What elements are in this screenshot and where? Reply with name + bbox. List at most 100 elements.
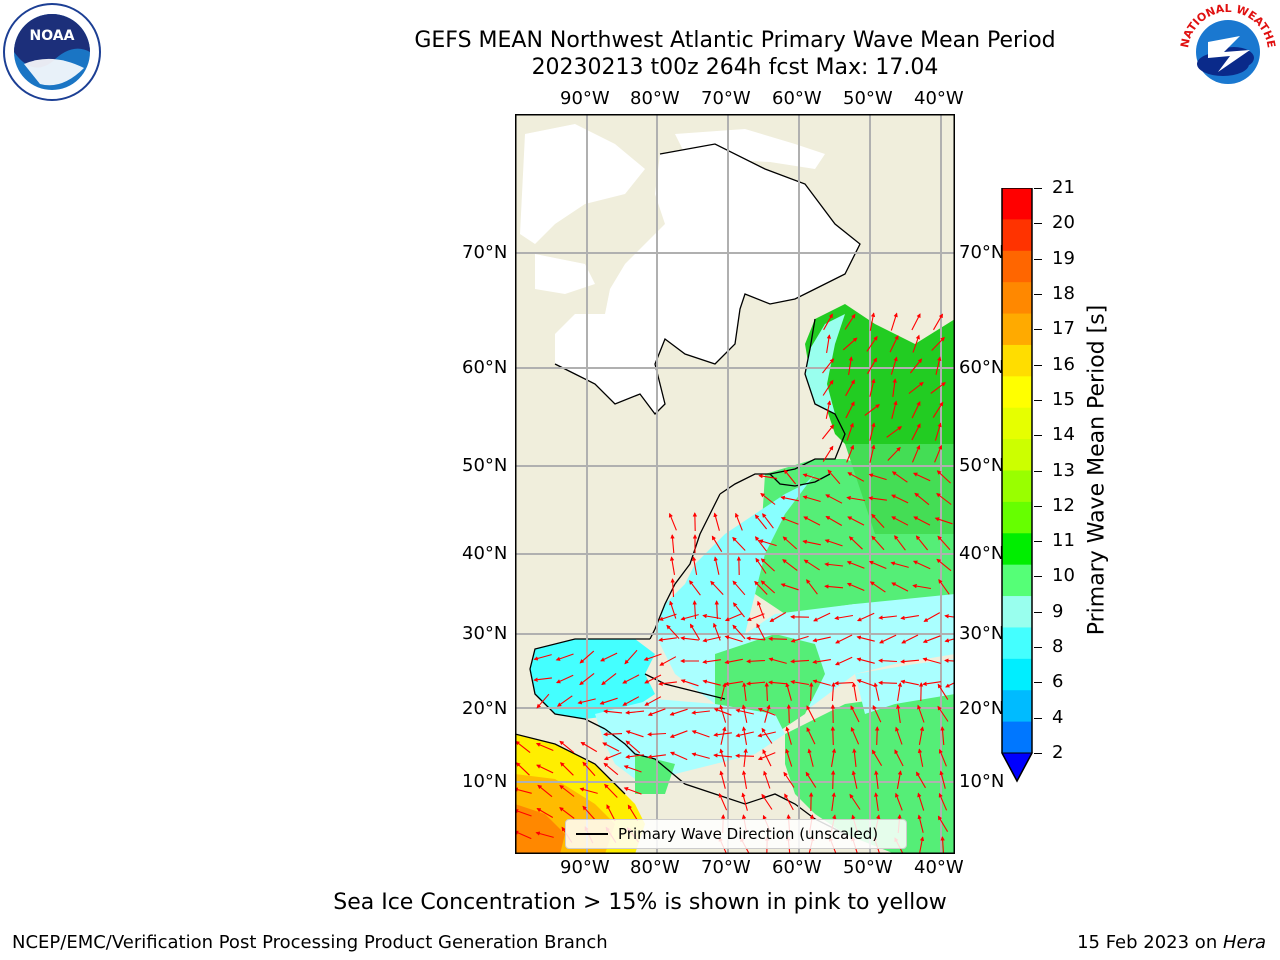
wave-arrow xyxy=(916,771,926,789)
wave-arrow xyxy=(515,809,532,817)
wave-arrow xyxy=(917,704,925,723)
wave-arrow xyxy=(680,679,699,687)
wave-arrow xyxy=(901,634,919,644)
colorbar-tick-mark xyxy=(1034,258,1042,260)
legend-line-sample xyxy=(576,833,608,835)
wave-arrow xyxy=(713,556,720,575)
wave-arrow xyxy=(535,831,554,838)
wave-arrow xyxy=(846,560,865,569)
wave-direction-arrows xyxy=(515,312,955,854)
colorbar-segment xyxy=(1002,313,1032,346)
wave-arrow xyxy=(900,659,920,664)
wave-arrow xyxy=(691,710,710,715)
lon-tick-top-40w: 40°W xyxy=(914,88,964,109)
colorbar-segment xyxy=(1002,721,1032,754)
wave-arrow xyxy=(834,614,853,621)
wave-arrow xyxy=(869,444,876,463)
wave-arrow xyxy=(894,749,904,767)
wave-arrow xyxy=(724,681,743,687)
wave-arrow xyxy=(790,635,809,643)
colorbar-segment xyxy=(1002,690,1032,723)
wave-arrow xyxy=(741,726,748,745)
wave-arrow xyxy=(741,792,748,811)
wave-arrow xyxy=(786,704,792,724)
lat-tick-left-40n: 40°N xyxy=(462,543,508,564)
map-frame xyxy=(515,114,955,854)
lon-tick-bottom-90w: 90°W xyxy=(560,857,610,878)
wave-arrow xyxy=(724,658,743,665)
wave-arrow xyxy=(760,492,776,505)
wave-arrow xyxy=(643,653,662,661)
wave-arrow xyxy=(937,683,949,700)
wave-arrow xyxy=(764,682,769,702)
wave-arrow xyxy=(603,709,623,714)
wave-arrow xyxy=(879,634,897,644)
wave-arrow xyxy=(768,657,787,664)
wave-arrow xyxy=(714,600,719,620)
colorbar-tick-mark xyxy=(1034,329,1042,331)
wave-arrow xyxy=(812,679,831,686)
wave-arrow xyxy=(724,635,743,643)
wave-arrow xyxy=(826,334,832,353)
wave-arrow xyxy=(822,379,834,396)
wave-arrow xyxy=(834,656,853,666)
wave-arrow xyxy=(909,358,923,374)
colorbar-frame xyxy=(1001,188,1033,783)
wave-arrow xyxy=(940,726,945,746)
wave-arrow xyxy=(852,748,857,767)
wave-arrow xyxy=(869,378,876,397)
wave-arrow xyxy=(847,472,865,482)
wave-arrow xyxy=(912,583,931,590)
wave-arrow xyxy=(890,561,909,568)
ocean-tropical-lightcyan xyxy=(855,659,955,714)
wave-arrow xyxy=(713,707,732,716)
wave-arrow xyxy=(913,516,931,526)
lon-tick-bottom-80w: 80°W xyxy=(630,857,680,878)
ocean-pacific-red xyxy=(515,804,565,854)
wave-arrow xyxy=(658,637,677,642)
wave-arrow xyxy=(848,536,863,550)
lon-tick-bottom-50w: 50°W xyxy=(843,857,893,878)
wave-arrow xyxy=(670,534,675,554)
wave-arrow xyxy=(535,742,554,752)
wave-arrow xyxy=(933,313,943,331)
wave-arrow xyxy=(822,358,835,374)
wave-arrow xyxy=(872,705,882,723)
ocean-caribbean-green xyxy=(635,754,675,794)
wave-arrow xyxy=(917,748,924,767)
wave-arrow xyxy=(850,726,860,745)
wave-arrow xyxy=(756,623,766,641)
colorbar-tick-label: 13 xyxy=(1052,459,1075,481)
wave-arrow xyxy=(896,704,901,723)
wave-arrow xyxy=(802,539,821,546)
lat-tick-right-50n: 50°N xyxy=(959,455,1005,476)
wave-arrow xyxy=(604,783,618,798)
arctic-water-4 xyxy=(535,254,595,294)
wave-arrow xyxy=(691,556,698,575)
lon-tick-bottom-60w: 60°W xyxy=(772,857,822,878)
lat-tick-right-30n: 30°N xyxy=(959,623,1005,644)
wave-arrow xyxy=(868,496,887,501)
footer-left: NCEP/EMC/Verification Post Processing Pr… xyxy=(12,932,608,953)
wave-arrow xyxy=(894,535,906,551)
wave-arrow xyxy=(809,682,814,702)
wave-arrow xyxy=(790,659,810,664)
wave-arrow xyxy=(847,516,865,526)
wave-arrow xyxy=(913,560,931,570)
wave-arrow xyxy=(812,659,831,665)
wave-arrow xyxy=(937,535,951,551)
wave-arrow xyxy=(849,793,861,810)
wave-arrow xyxy=(915,535,929,551)
wave-arrow xyxy=(917,814,924,833)
wave-arrow xyxy=(869,581,886,593)
colorbar-tick-mark xyxy=(1034,717,1042,719)
wave-arrow xyxy=(719,704,727,723)
wave-arrow xyxy=(720,726,727,745)
footer-right: 15 Feb 2023 on Hera xyxy=(1077,932,1266,953)
colorbar xyxy=(1001,188,1033,783)
wave-arrow xyxy=(866,335,878,352)
wave-arrow xyxy=(824,539,843,547)
wave-arrow xyxy=(896,770,903,789)
colorbar-tick-mark xyxy=(1034,576,1042,578)
wave-arrow xyxy=(769,612,787,622)
